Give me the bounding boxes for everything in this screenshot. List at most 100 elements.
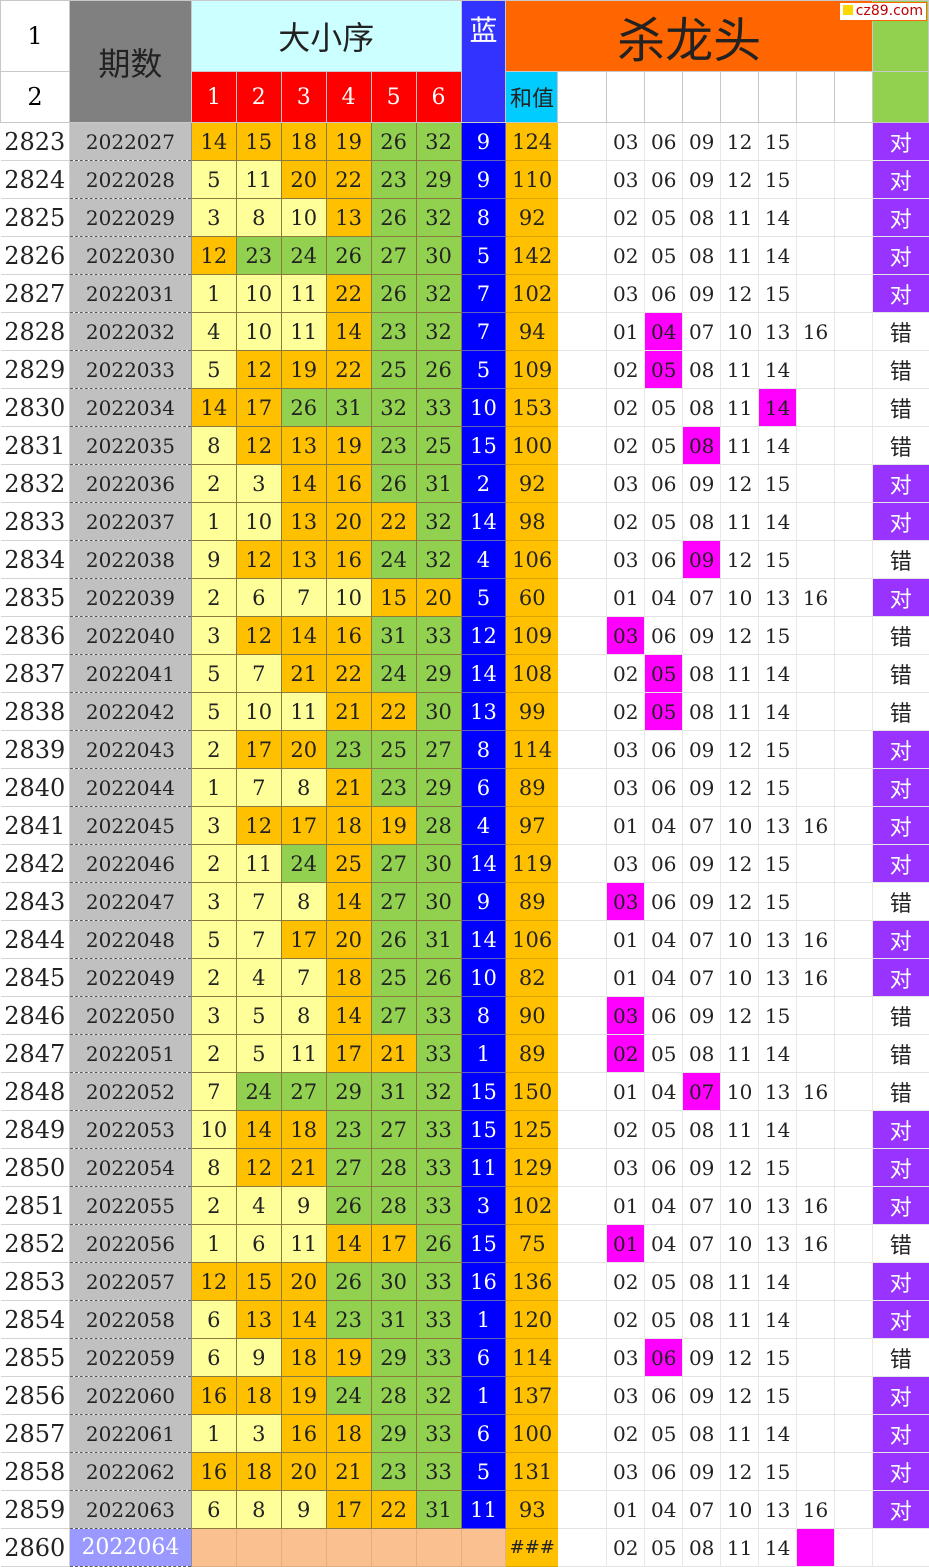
ball-cell: 26 [370,122,417,161]
kill-number-cell: 15 [758,844,798,883]
ball-cell: 2 [190,1186,237,1225]
ball-cell: 2 [190,958,237,997]
kill-number-cell: 05 [644,1300,684,1339]
ball-cell: 5 [190,350,237,389]
table-row: 2857 2022061 1 3 16 18 29 33 6 100 02 05 08 11 14 对 [0,1414,929,1453]
blue-ball-cell: 10 [460,388,507,427]
ball-cell: 1 [190,1414,237,1453]
kill-number-cell: 11 [720,350,760,389]
kill-spacer-cell [557,198,608,237]
table-row: 2843 2022047 3 7 8 14 27 30 9 89 03 06 09 12 15 错 [0,882,929,921]
period-cell: 2022056 [69,1224,192,1263]
blue-ball-cell: 1 [460,1034,507,1073]
row-number: 2838 [0,692,70,731]
ball-cell: 8 [235,198,282,237]
kill-number-cell: 13 [758,958,798,997]
kill-number-cell: 04 [644,1224,684,1263]
kill-number-cell: 01 [606,1490,646,1529]
table-row: 2825 2022029 3 8 10 13 26 32 8 92 02 05 08 11 14 对 [0,198,929,237]
kill-spacer-cell [557,1338,608,1377]
ball-cell: 21 [325,768,372,807]
kill-number-cell: 11 [720,692,760,731]
ball-cell: 24 [235,1072,282,1111]
kill-number-cell: 05 [644,1262,684,1301]
ball-cell: 26 [325,236,372,275]
ball-cell: 17 [235,388,282,427]
result-cell: 错 [872,312,929,351]
kill-number-cell: 15 [758,1452,798,1491]
ball-cell: 12 [190,236,237,275]
blue-ball-cell: 1 [460,1300,507,1339]
kill-number-cell: 11 [720,236,760,275]
kill-number-cell [796,1110,836,1149]
ball-cell: 26 [280,388,327,427]
ball-cell: 24 [280,236,327,275]
sum-cell: 90 [505,996,558,1035]
kill-number-cell: 06 [644,1452,684,1491]
kill-number-cell [796,540,836,579]
ball-cell: 33 [415,996,462,1035]
kill-number-cell: 03 [606,882,646,921]
blue-ball-cell: 6 [460,1414,507,1453]
ball-cell: 2 [190,578,237,617]
kill-number-cell: 05 [644,1110,684,1149]
ball-cell: 26 [370,274,417,313]
ball-cell: 22 [370,502,417,541]
kill-number-cell: 01 [606,312,646,351]
kill-number-cell: 14 [758,1414,798,1453]
row-number: 2859 [0,1490,70,1529]
kill-spacer-cell [834,768,873,807]
ball-cell: 23 [325,730,372,769]
kill-number-cell [796,388,836,427]
ball-cell: 9 [280,1490,327,1529]
ball-cell: 17 [280,806,327,845]
ball-cell: 32 [415,502,462,541]
result-cell: 对 [872,1148,929,1187]
kill-spacer-cell [834,464,873,503]
period-cell: 2022054 [69,1148,192,1187]
kill-spacer-cell [557,312,608,351]
kill-number-cell: 02 [606,426,646,465]
kill-number-cell: 02 [606,692,646,731]
ball-cell: 10 [235,274,282,313]
row-number: 2851 [0,1186,70,1225]
ball-cell: 29 [415,160,462,199]
result-cell: 对 [872,730,929,769]
kill-number-cell: 04 [644,1186,684,1225]
kill-number-cell: 03 [606,996,646,1035]
sum-cell: 98 [505,502,558,541]
period-cell: 2022062 [69,1452,192,1491]
header-row-2-number: 2 [0,71,70,123]
kill-number-cell: 12 [720,540,760,579]
kill-number-cell: 06 [644,996,684,1035]
period-cell: 2022061 [69,1414,192,1453]
kill-spacer-cell [557,578,608,617]
ball-cell: 10 [235,692,282,731]
kill-number-cell: 06 [644,1338,684,1377]
sum-cell: 137 [505,1376,558,1415]
blue-ball-cell: 5 [460,1452,507,1491]
ball-col-1: 1 [190,71,237,123]
kill-number-cell: 14 [758,1528,798,1567]
kill-spacer-cell [834,1034,873,1073]
kill-number-cell: 02 [606,1034,646,1073]
blue-ball-cell: 15 [460,1224,507,1263]
ball-col-3: 3 [280,71,327,123]
ball-cell: 16 [325,540,372,579]
sum-cell: 114 [505,730,558,769]
ball-cell: 8 [280,882,327,921]
kill-spacer-cell [557,1490,608,1529]
kill-header-blank [834,71,873,123]
result-cell: 错 [872,616,929,655]
period-cell: 2022047 [69,882,192,921]
ball-cell: 32 [415,1072,462,1111]
kill-number-cell [796,502,836,541]
ball-cell: 32 [415,540,462,579]
ball-cell: 12 [235,350,282,389]
kill-number-cell: 06 [644,274,684,313]
kill-number-cell: 13 [758,1072,798,1111]
row-number: 2839 [0,730,70,769]
kill-number-cell: 03 [606,1338,646,1377]
kill-number-cell: 11 [720,1300,760,1339]
